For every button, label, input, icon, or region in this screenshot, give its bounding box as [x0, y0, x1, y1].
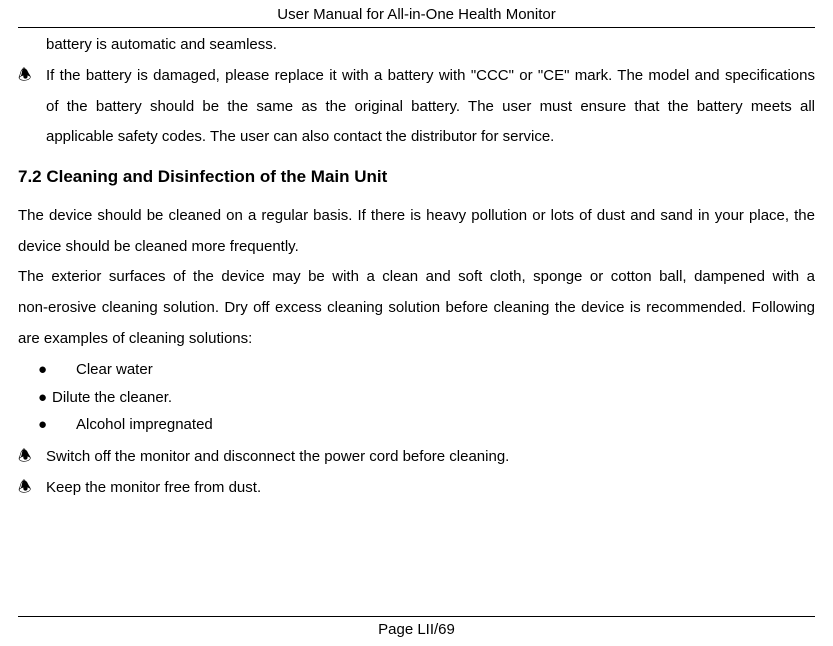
continuation-line: battery is automatic and seamless.: [18, 30, 815, 61]
subitem-clear-water: ● Clear water: [18, 355, 815, 385]
bell-icon: 🕭: [18, 61, 46, 92]
para2-l2: non-erosive cleaning solution. Dry off e…: [18, 293, 815, 324]
bell-icon: 🕭: [18, 442, 46, 473]
bullet3-text: Keep the monitor free from dust.: [46, 473, 815, 504]
bullet-battery-content: If the battery is damaged, please replac…: [46, 61, 815, 153]
para1-l1: The device should be cleaned on a regula…: [18, 201, 815, 232]
dot-icon: ●: [18, 355, 76, 385]
paragraph-2: The exterior surfaces of the device may …: [18, 262, 815, 354]
para2-l3: are examples of cleaning solutions:: [18, 324, 815, 355]
bullet1-l1: If the battery is damaged, please replac…: [46, 61, 815, 92]
dot-icon: ●: [18, 410, 76, 440]
subitem-dilute: ● Dilute the cleaner.: [18, 385, 815, 411]
sub2-text: Dilute the cleaner.: [52, 385, 815, 411]
page: User Manual for All-in-One Health Monito…: [0, 0, 833, 646]
dot-icon: ●: [18, 385, 52, 411]
para2-l1: The exterior surfaces of the device may …: [18, 262, 815, 293]
section-heading: 7.2 Cleaning and Disinfection of the Mai…: [18, 165, 815, 189]
paragraph-1: The device should be cleaned on a regula…: [18, 201, 815, 263]
header-rule: [18, 27, 815, 28]
footer-rule: [18, 616, 815, 617]
bullet-switch-off: 🕭 Switch off the monitor and disconnect …: [18, 442, 815, 473]
subitem-alcohol: ● Alcohol impregnated: [18, 410, 815, 440]
bullet1-l3: applicable safety codes. The user can al…: [46, 122, 815, 153]
sub1-text: Clear water: [76, 355, 815, 385]
header-title: User Manual for All-in-One Health Monito…: [18, 0, 815, 27]
bullet-dust-free: 🕭 Keep the monitor free from dust.: [18, 473, 815, 504]
cont-text: battery is automatic and seamless.: [46, 36, 277, 53]
bullet1-l2: of the battery should be the same as the…: [46, 92, 815, 123]
page-number: Page LII/69: [378, 621, 455, 638]
para1-l2: device should be cleaned more frequently…: [18, 232, 815, 263]
bullet-battery: 🕭 If the battery is damaged, please repl…: [18, 61, 815, 153]
footer: Page LII/69: [0, 616, 833, 638]
bullet2-text: Switch off the monitor and disconnect th…: [46, 442, 815, 473]
sub3-text: Alcohol impregnated: [76, 410, 815, 440]
bell-icon: 🕭: [18, 473, 46, 504]
